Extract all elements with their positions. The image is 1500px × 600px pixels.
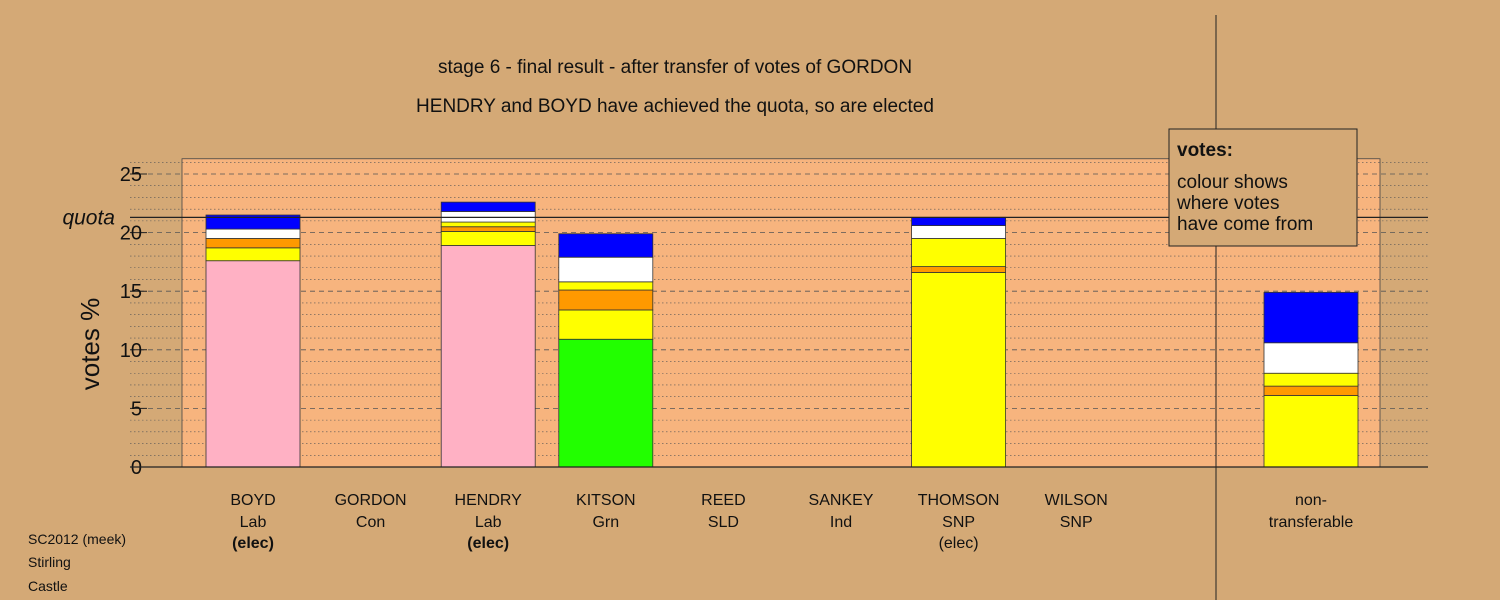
bar-nontransferable-segment-4 <box>1263 291 1359 344</box>
footer: SC2012 (meek) Stirling Castle <box>28 531 126 594</box>
bar-boyd-segment-2 <box>205 238 301 249</box>
bar-boyd-segment-1 <box>205 247 301 262</box>
legend-box <box>1168 128 1358 247</box>
bar-hendry-segment-1 <box>440 231 536 246</box>
bar-kitson-segment-2 <box>558 289 654 311</box>
bar-nontransferable-segment-0 <box>1263 395 1359 468</box>
bar-thomson-segment-2 <box>911 238 1006 267</box>
footer-line-2: Stirling <box>28 554 71 570</box>
bar-hendry-segment-2 <box>440 226 536 232</box>
candidate-name: SANKEY <box>809 492 874 509</box>
legend-line-1: colour shows <box>1177 172 1288 193</box>
candidate-party: Ind <box>830 514 852 531</box>
candidate-name: GORDON <box>335 492 407 509</box>
candidate-name: BOYD <box>230 492 275 509</box>
legend-heading: votes: <box>1177 140 1233 161</box>
legend: votes: colour shows where votes have com… <box>1168 128 1358 247</box>
bar-hendry-segment-3 <box>440 221 536 228</box>
nontransferable-label-1: non- <box>1295 492 1327 509</box>
bar-kitson-segment-3 <box>558 281 654 291</box>
bar-boyd-segment-3 <box>205 228 301 239</box>
quota-label: quota <box>62 206 115 229</box>
candidate-party: SNP <box>1060 514 1093 531</box>
bar-boyd-segment-4 <box>205 214 301 230</box>
bar-hendry-segment-0 <box>440 245 536 468</box>
bar-nontransferable-segment-2 <box>1263 372 1359 387</box>
y-axis: 0 5 10 15 20 25 <box>120 164 147 479</box>
y-tick-label: 0 <box>131 457 142 479</box>
bars <box>205 201 1359 468</box>
y-tick-label: 25 <box>120 164 142 186</box>
candidate-party: Lab <box>475 514 502 531</box>
candidate-labels: BOYD Lab (elec) GORDON Con HENDRY Lab (elec) KIT… <box>230 492 1353 552</box>
footer-line-1: SC2012 (meek) <box>28 531 126 547</box>
gridlines <box>130 161 1428 456</box>
bar-thomson-segment-1 <box>911 266 1006 273</box>
candidate-name: HENDRY <box>455 492 523 509</box>
candidate-name: WILSON <box>1045 492 1108 509</box>
candidate-party: Con <box>356 514 385 531</box>
bar-nontransferable-segment-1 <box>1263 385 1359 396</box>
bar-kitson-segment-0 <box>558 338 654 468</box>
bar-thomson-segment-0 <box>911 272 1006 468</box>
candidate-party: SLD <box>708 514 739 531</box>
candidate-party: Lab <box>240 514 267 531</box>
candidate-party: SNP <box>942 514 975 531</box>
legend-line-2: where votes <box>1176 193 1279 214</box>
candidate-party: Grn <box>592 514 619 531</box>
candidate-status: (elec) <box>232 535 274 552</box>
candidate-name: REED <box>701 492 745 509</box>
y-tick-label: 10 <box>120 340 142 362</box>
legend-line-3: have come from <box>1177 214 1313 235</box>
y-tick-label: 15 <box>120 281 142 303</box>
candidate-status: (elec) <box>939 535 979 552</box>
y-axis-label: votes % <box>75 298 105 391</box>
bar-boyd-segment-0 <box>205 260 301 468</box>
bar-hendry-segment-5 <box>440 201 536 212</box>
bar-thomson-segment-4 <box>911 216 1006 226</box>
nontransferable-label-2: transferable <box>1269 514 1354 531</box>
candidate-name: THOMSON <box>918 492 1000 509</box>
bar-kitson-segment-5 <box>558 233 654 258</box>
candidate-name: KITSON <box>576 492 636 509</box>
y-tick-label: 20 <box>120 223 142 245</box>
y-tick-label: 5 <box>131 398 142 420</box>
bar-thomson-segment-3 <box>911 225 1006 239</box>
chart-subtitle: HENDRY and BOYD have achieved the quota,… <box>416 96 934 117</box>
bar-nontransferable-segment-3 <box>1263 342 1359 374</box>
candidate-status: (elec) <box>467 535 509 552</box>
bar-kitson-segment-4 <box>558 256 654 283</box>
chart-title: stage 6 - final result - after transfer … <box>438 57 912 78</box>
bar-kitson-segment-1 <box>558 309 654 340</box>
footer-line-3: Castle <box>28 578 68 594</box>
